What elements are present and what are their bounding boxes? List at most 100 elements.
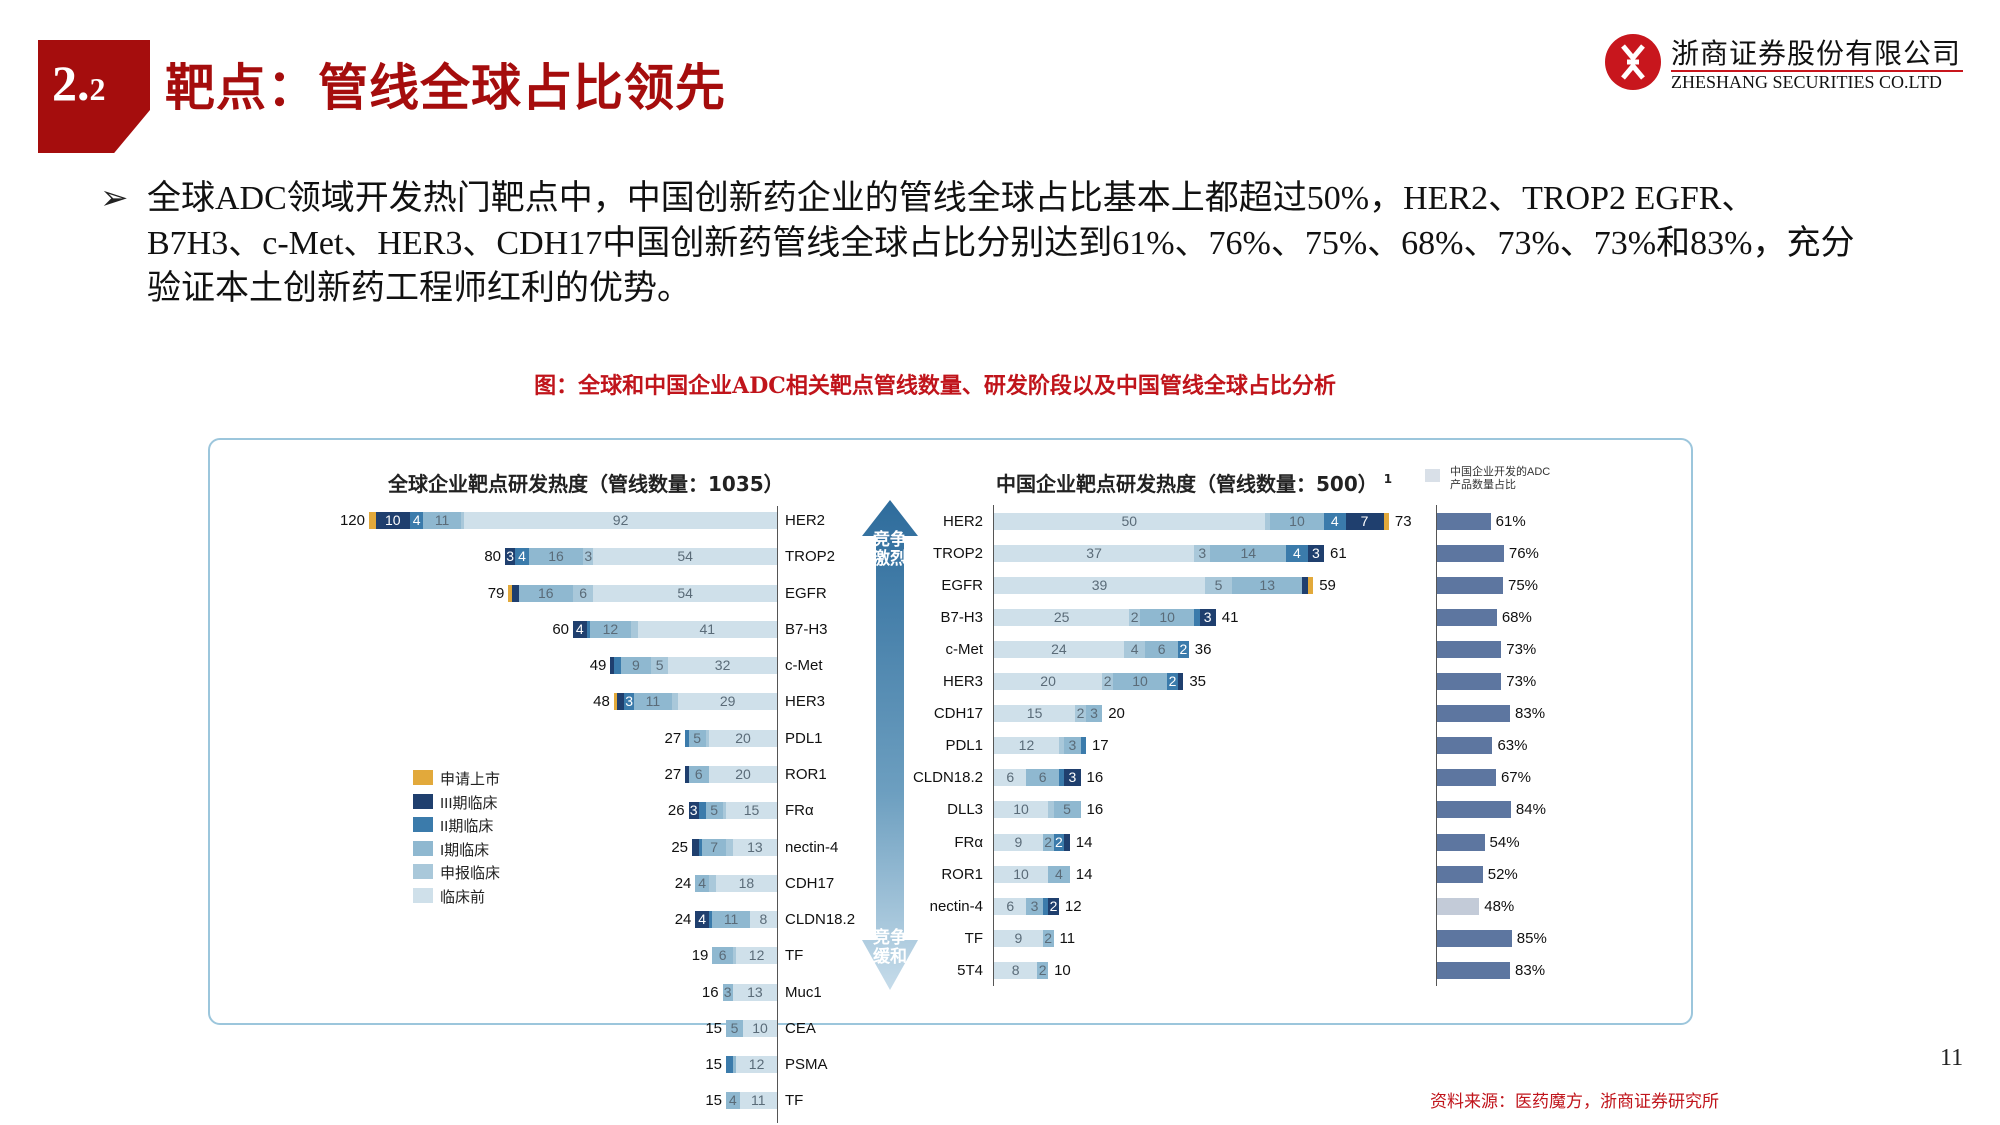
china-total-label: 20 bbox=[1108, 705, 1125, 723]
china-total-label: 12 bbox=[1064, 897, 1082, 915]
global-bar-segment: 13 bbox=[732, 983, 777, 1001]
china-bar-segment bbox=[1048, 801, 1054, 819]
global-bar-segment: 7 bbox=[702, 838, 726, 856]
legend-swatch bbox=[413, 817, 433, 832]
share-bar bbox=[1437, 673, 1502, 691]
share-value-label: 83% bbox=[1515, 961, 1546, 979]
china-bar-segment: 6 bbox=[994, 897, 1027, 915]
china-total-label: 16 bbox=[1086, 769, 1104, 787]
legend-label: 临床前 bbox=[440, 888, 486, 906]
china-total-label: 16 bbox=[1086, 801, 1104, 819]
share-value-label: 52% bbox=[1487, 865, 1518, 883]
china-bar-segment: 20 bbox=[994, 673, 1103, 691]
global-category-label: CEA bbox=[785, 1019, 816, 1037]
china-bar-segment bbox=[1058, 737, 1065, 755]
china-bar-segment: 2 bbox=[1167, 673, 1178, 691]
global-axis-line bbox=[777, 506, 778, 1123]
china-total-label: 36 bbox=[1194, 641, 1212, 659]
global-bar-segment: 54 bbox=[593, 584, 777, 602]
china-bar-segment bbox=[1064, 833, 1070, 851]
legend-label: 申报临床 bbox=[440, 865, 501, 882]
global-bar-segment bbox=[698, 802, 706, 820]
china-bar-segment: 14 bbox=[1210, 545, 1287, 563]
china-bar-segment: 2 bbox=[1102, 673, 1113, 691]
china-bar-segment: 3 bbox=[1307, 545, 1324, 563]
china-bar-segment bbox=[1080, 737, 1086, 755]
china-bar-segment: 3 bbox=[1064, 737, 1081, 755]
global-bar-segment: 12 bbox=[736, 1056, 777, 1074]
share-value-label: 67% bbox=[1500, 769, 1531, 787]
china-bar-segment: 4 bbox=[1048, 865, 1070, 883]
share-bar bbox=[1437, 833, 1485, 851]
global-bar-segment: 4 bbox=[695, 874, 709, 892]
legend-label: I期临床 bbox=[440, 841, 490, 859]
china-category-label: FRα bbox=[954, 833, 983, 851]
china-bar-segment: 6 bbox=[1026, 769, 1059, 787]
china-category-label: B7-H3 bbox=[940, 609, 983, 627]
global-bar-segment: 9 bbox=[620, 657, 652, 675]
china-category-label: TF bbox=[964, 929, 983, 947]
global-bar-segment: 6 bbox=[688, 765, 709, 783]
share-value-label: 73% bbox=[1506, 673, 1537, 691]
china-bar-segment: 10 bbox=[1269, 513, 1324, 530]
logo-emblem-icon bbox=[1605, 34, 1661, 90]
share-bar bbox=[1437, 897, 1480, 915]
page-title: 靶点：管线全球占比领先 bbox=[165, 59, 726, 117]
china-bar-segment bbox=[1194, 609, 1200, 627]
china-total-label: 61 bbox=[1330, 545, 1347, 563]
china-category-label: HER3 bbox=[942, 673, 983, 691]
china-axis-line bbox=[993, 505, 994, 986]
section-number: 2.2 bbox=[52, 54, 106, 112]
global-bar-segment bbox=[610, 657, 614, 675]
global-bar-segment: 4 bbox=[573, 620, 587, 638]
global-category-label: Muc1 bbox=[785, 983, 822, 1001]
global-bar-segment bbox=[508, 584, 512, 602]
share-legend-swatch bbox=[1425, 469, 1440, 482]
china-chart-title-footnote: 1 bbox=[1383, 472, 1393, 487]
share-bar bbox=[1437, 513, 1491, 530]
china-bar-segment: 4 bbox=[1324, 513, 1346, 530]
share-value-label: 63% bbox=[1497, 737, 1528, 755]
china-bar-segment bbox=[1383, 513, 1389, 530]
global-total-label: 80 bbox=[484, 548, 501, 566]
china-chart-title: 中国企业靶点研发热度（管线数量：500） 1 bbox=[996, 468, 1392, 497]
china-total-label: 14 bbox=[1075, 833, 1093, 851]
china-bar-segment: 6 bbox=[1145, 641, 1178, 659]
china-bar-segment: 4 bbox=[1286, 545, 1308, 563]
global-bar-segment: 3 bbox=[624, 693, 635, 711]
global-total-label: 49 bbox=[589, 657, 607, 675]
share-value-label: 84% bbox=[1515, 801, 1546, 819]
global-total-label: 27 bbox=[664, 729, 682, 747]
china-bar-segment: 3 bbox=[1064, 769, 1081, 787]
global-bar-segment: 3 bbox=[688, 802, 699, 820]
share-value-label: 48% bbox=[1484, 897, 1515, 915]
global-bar-segment bbox=[511, 584, 519, 602]
china-bar-segment: 2 bbox=[1053, 833, 1065, 851]
global-bar-segment bbox=[692, 838, 699, 856]
global-bar-segment bbox=[722, 802, 726, 820]
global-bar-segment: 3 bbox=[583, 548, 594, 566]
logo-name-en: ZHESHANG SECURITIES CO.LTD bbox=[1671, 72, 1942, 92]
china-category-label: CLDN18.2 bbox=[912, 769, 983, 787]
china-bar-segment: 15 bbox=[994, 705, 1076, 723]
china-bar-segment: 10 bbox=[994, 865, 1049, 883]
global-category-label: PSMA bbox=[785, 1056, 828, 1074]
global-bar-segment: 11 bbox=[634, 693, 672, 711]
china-total-label: 14 bbox=[1075, 865, 1093, 883]
global-total-label: 15 bbox=[705, 1019, 722, 1037]
china-total-label: 41 bbox=[1221, 609, 1239, 627]
china-category-label: HER2 bbox=[942, 513, 983, 530]
global-total-label: 120 bbox=[339, 512, 365, 529]
share-legend-label: 中国企业开发的ADC 产品数量占比 bbox=[1450, 466, 1550, 492]
china-bar-segment: 2 bbox=[1037, 961, 1049, 979]
global-bar-segment: 41 bbox=[637, 620, 777, 638]
global-total-label: 79 bbox=[487, 584, 505, 602]
china-category-label: c-Met bbox=[945, 641, 984, 659]
china-bar-segment: 25 bbox=[994, 609, 1130, 627]
global-bar-segment: 11 bbox=[739, 1092, 777, 1110]
china-category-label: TROP2 bbox=[932, 545, 983, 563]
global-bar-segment: 16 bbox=[528, 548, 584, 566]
global-bar-segment bbox=[726, 1056, 733, 1074]
global-bar-segment bbox=[630, 620, 638, 638]
china-total-label: 35 bbox=[1189, 673, 1207, 691]
